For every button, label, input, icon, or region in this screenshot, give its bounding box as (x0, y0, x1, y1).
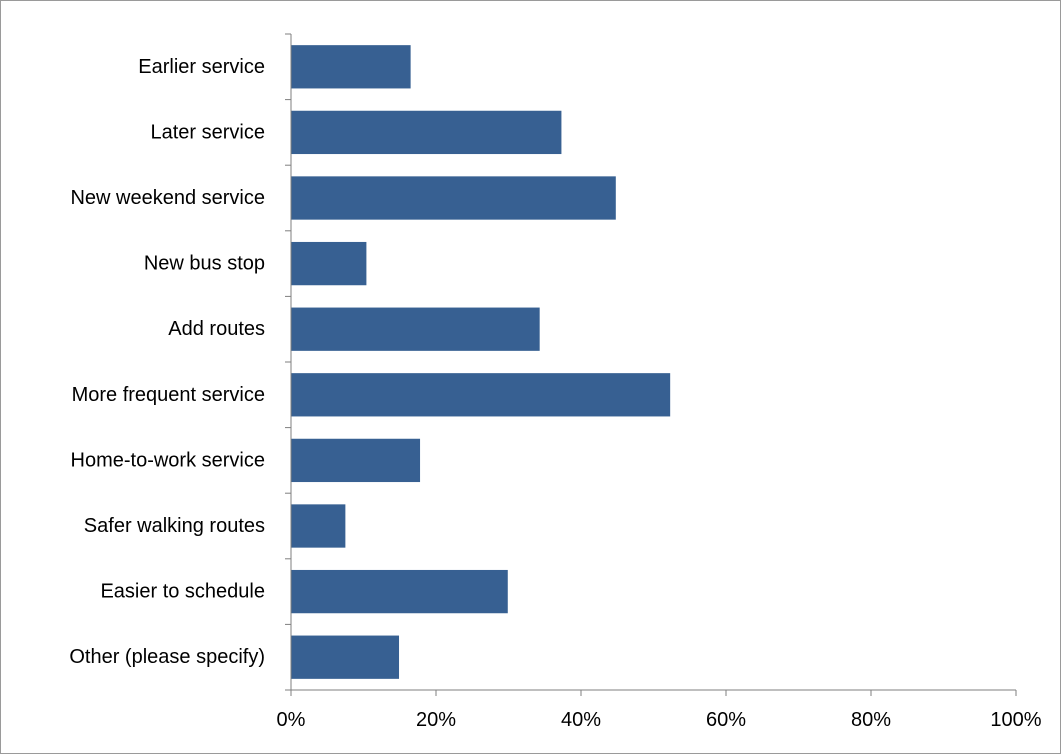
category-label: New bus stop (144, 253, 265, 275)
bar (291, 307, 540, 351)
bar (291, 45, 411, 89)
bar (291, 110, 562, 155)
bar (291, 176, 616, 220)
bar (291, 373, 671, 417)
bar (291, 438, 421, 483)
category-label: Safer walking routes (84, 515, 265, 537)
category-label: Easier to schedule (100, 581, 265, 603)
category-labels-group: Earlier service Later service New weekend … (69, 56, 265, 668)
x-tick-label: 20% (416, 709, 456, 731)
bar (291, 569, 508, 614)
category-label: New weekend service (70, 187, 265, 209)
bar (291, 504, 346, 548)
x-tick-label: 80% (851, 709, 891, 731)
category-label: More frequent service (72, 384, 265, 406)
x-tick-label: 100% (990, 709, 1041, 731)
bar (291, 635, 400, 679)
category-label: Other (please specify) (69, 646, 265, 668)
x-tick-label: 0% (277, 709, 306, 731)
bars-group (291, 45, 671, 679)
ticks-group (285, 33, 1017, 696)
bar (291, 241, 367, 286)
category-label: Earlier service (138, 56, 265, 78)
category-label: Later service (151, 121, 266, 143)
category-label: Home-to-work service (71, 449, 265, 471)
category-label: Add routes (168, 318, 265, 340)
x-tick-label: 40% (561, 709, 601, 731)
tick-labels-group: 0% 20% 40% 60% 80% 100% (277, 709, 1042, 731)
x-tick-label: 60% (706, 709, 746, 731)
